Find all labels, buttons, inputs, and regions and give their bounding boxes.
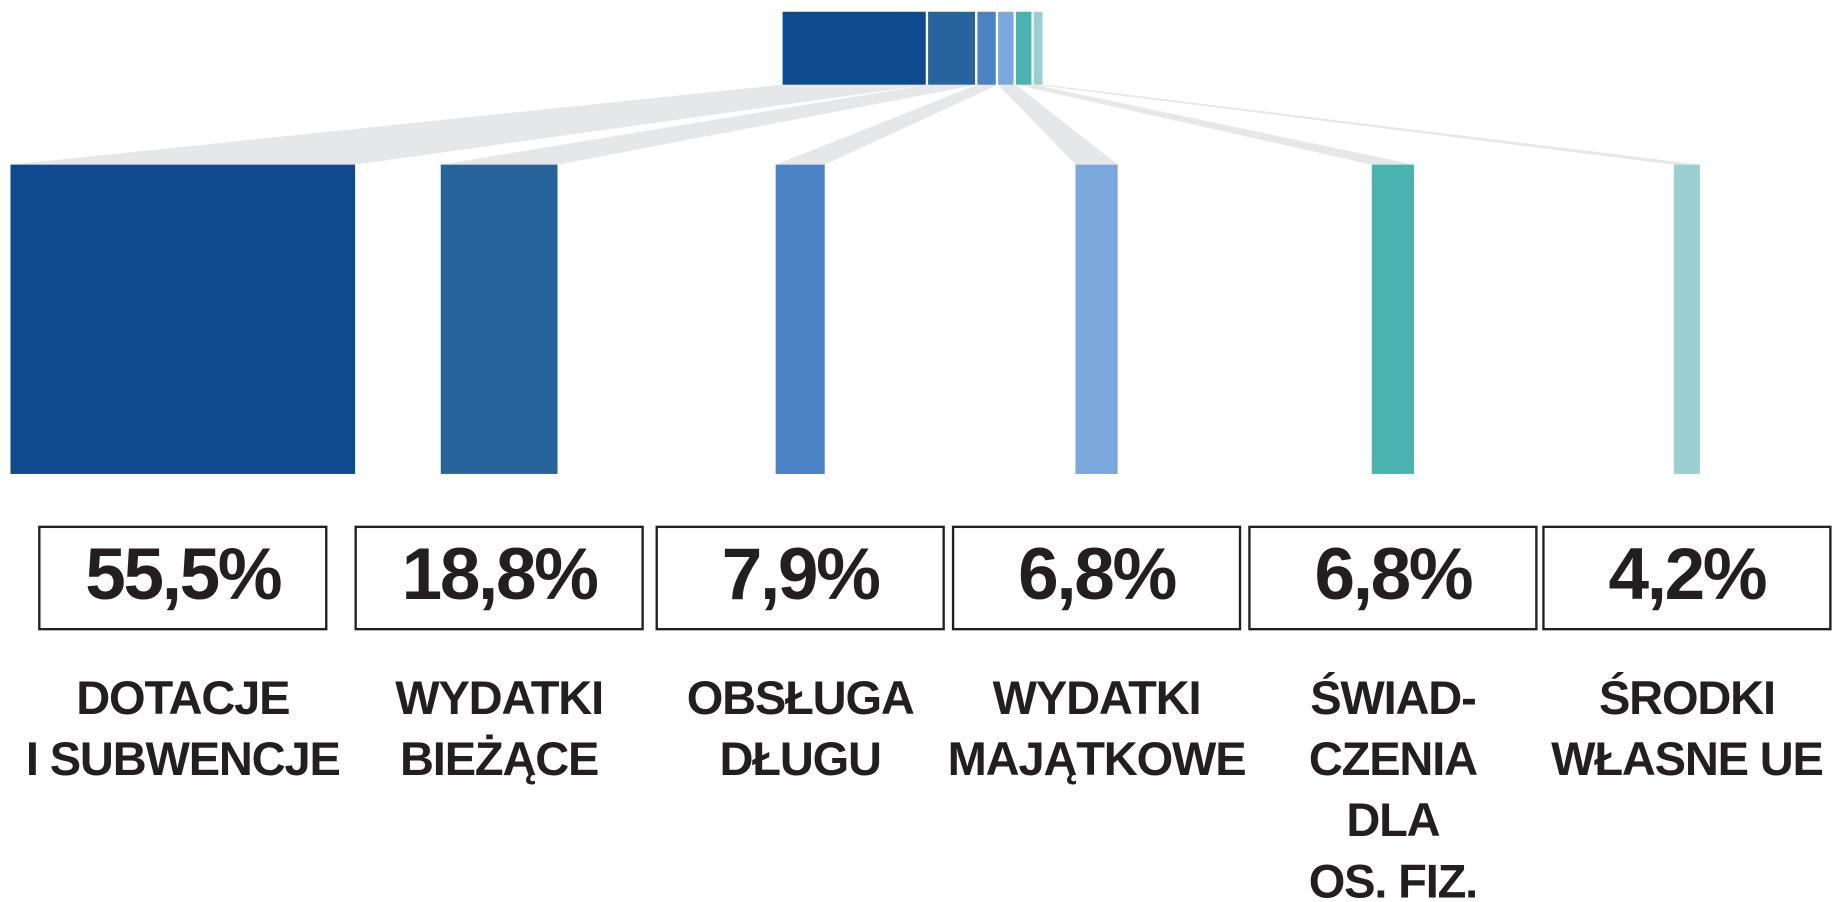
category-label: WYDATKI BIEŻĄCE <box>395 671 603 785</box>
stack-segment <box>928 11 976 85</box>
value-label: 7,9% <box>722 534 879 615</box>
bar <box>1371 164 1415 474</box>
stack-segment <box>1015 11 1032 85</box>
connector <box>775 84 999 165</box>
connector <box>440 84 978 165</box>
connector <box>1015 84 1415 165</box>
bar <box>775 164 825 474</box>
bar <box>10 164 356 474</box>
bar <box>1075 164 1118 474</box>
value-box <box>951 525 1242 631</box>
value-box <box>38 525 328 631</box>
value-box <box>1542 525 1832 631</box>
category-label: ŚRODKI WŁASNE UE <box>1551 671 1823 785</box>
category-label: OBSŁUGA DŁUGU <box>687 671 914 785</box>
value-label: 6,8% <box>1018 534 1175 615</box>
connector <box>998 84 1118 165</box>
bar <box>1673 164 1700 474</box>
stack-segment <box>998 11 1014 85</box>
stack-segment <box>782 11 926 85</box>
value-box <box>655 525 945 631</box>
value-label: 55,5% <box>85 534 280 615</box>
value-box <box>354 525 644 631</box>
value-box <box>1248 525 1538 631</box>
bar <box>440 164 558 474</box>
category-label: ŚWIAD-CZENIA DLA OS. FIZ. <box>1309 671 1477 902</box>
category-label: DOTACJE I SUBWENCJE <box>26 671 340 785</box>
connector <box>1033 84 1700 165</box>
value-label: 4,2% <box>1609 534 1766 615</box>
value-label: 18,8% <box>402 534 597 615</box>
stack-segment <box>977 11 996 85</box>
category-label: WYDATKI MAJĄTKOWE <box>948 671 1246 785</box>
connector <box>10 84 929 165</box>
stack-segment <box>1033 11 1043 85</box>
value-label: 6,8% <box>1315 534 1472 615</box>
